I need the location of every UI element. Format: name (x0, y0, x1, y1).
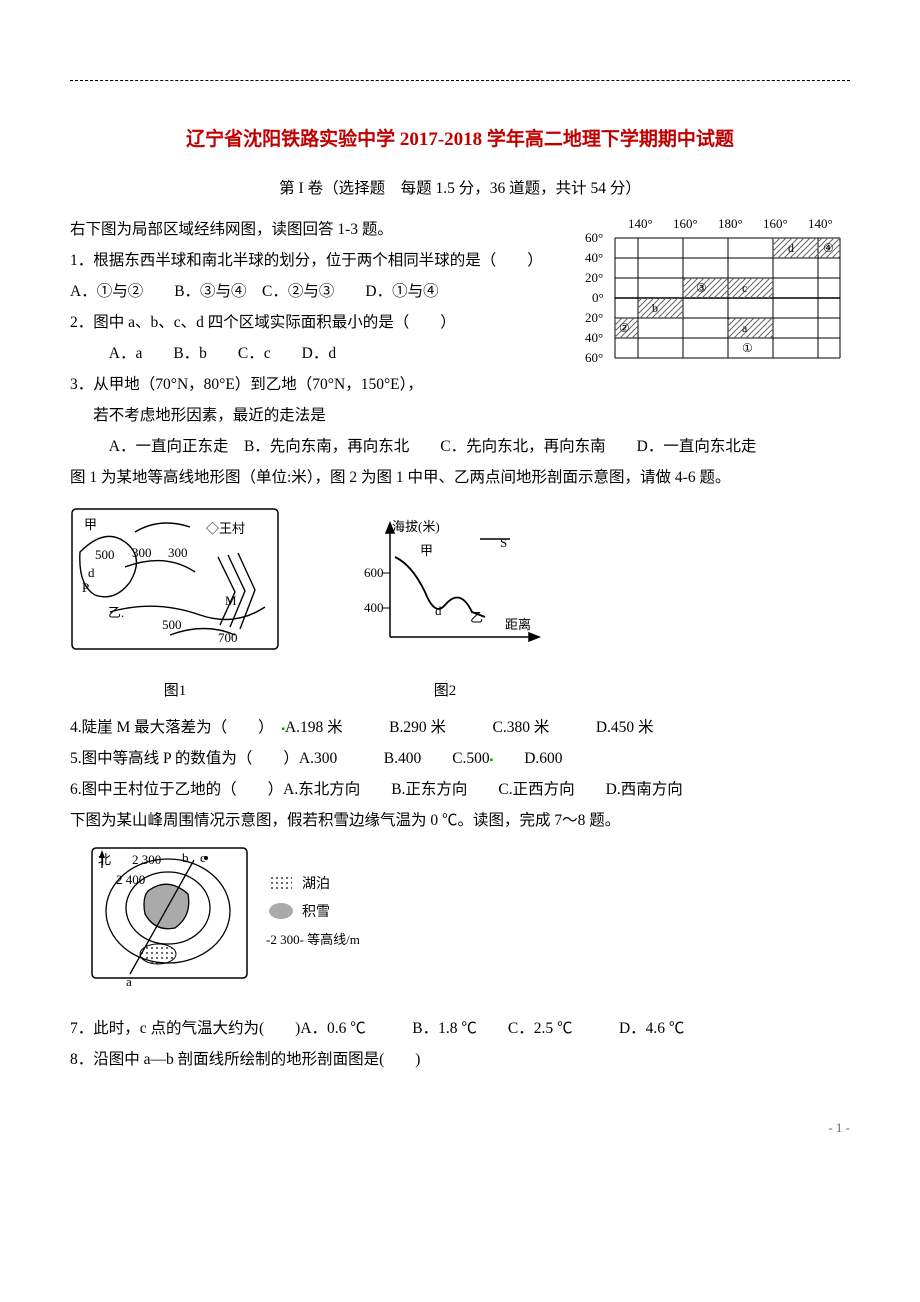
fig2-label: 距离 (505, 617, 531, 632)
legend-contour: -2 300- 等高线/m (266, 932, 360, 947)
fig1-label: 700 (218, 630, 238, 645)
lat-label: 40° (585, 330, 603, 345)
label-3: ③ (696, 281, 707, 295)
lon-label: 160° (763, 216, 788, 231)
subtitle: 第 I 卷（选择题 每题 1.5 分，36 道题，共计 54 分） (70, 173, 850, 204)
lat-label: 40° (585, 250, 603, 265)
region-c (728, 278, 773, 298)
figure-1-box: 甲 500 300 300 d P 乙. 500 M 700 ◇王村 图1 (70, 507, 280, 706)
lat-label: 0° (592, 290, 604, 305)
q2-stem: 2．图中 a、b、c、d 四个区域实际面积最小的是（ ） (70, 307, 560, 338)
q2-options: A．a B．b C．c D．d (70, 338, 560, 369)
q3-stem: 3．从甲地（70°N，80°E）到乙地（70°N，150°E）， (70, 369, 560, 400)
fig2-label: 600 (364, 565, 384, 580)
fig3-label: 北 (98, 852, 111, 867)
label-2: ② (619, 321, 630, 335)
intro-2: 图 1 为某地等高线地形图（单位:米），图 2 为图 1 中甲、乙两点间地形剖面… (70, 462, 850, 493)
fig1-label: M (225, 593, 237, 608)
figure-2-svg: 海拔(米) 600 400 甲 S d 乙 距离 (340, 517, 550, 662)
fig2-label: S (500, 535, 507, 550)
lat-label: 60° (585, 350, 603, 365)
intro-3: 下图为某山峰周围情况示意图，假若积雪边缘气温为 0 ℃。读图，完成 7～8 题。 (70, 805, 850, 836)
fig3-label: a (126, 974, 132, 989)
fig1-label: ◇王村 (206, 521, 245, 536)
q3-options: A．一直向正东走 B．先向东南，再向东北 C．先向东北，再向东南 D．一直向东北… (70, 431, 850, 462)
fig1-label: d (88, 565, 95, 580)
fig2-label: 400 (364, 600, 384, 615)
fig1-label: 乙. (108, 605, 124, 620)
q8: 8．沿图中 a—b 剖面线所绘制的地形剖面图是( ) (70, 1044, 850, 1075)
fig1-caption: 图1 (70, 676, 280, 706)
q1-options: A．①与② B．③与④ C．②与③ D．①与④ (70, 276, 560, 307)
lon-label: 160° (673, 216, 698, 231)
fig3-label: 2 300 (132, 852, 161, 867)
q3-line2: 若不考虑地形因素，最近的走法是 (70, 400, 850, 431)
lon-label: 140° (628, 216, 653, 231)
fig1-label: 500 (95, 547, 115, 562)
legend-lake: 湖泊 (302, 876, 330, 892)
q5: 5.图中等高线 P 的数值为（ ）A.300 B.400 C.500▪ D.60… (70, 743, 850, 774)
fig2-label: 海拔(米) (392, 519, 440, 534)
figure-1-svg: 甲 500 300 300 d P 乙. 500 M 700 ◇王村 (70, 507, 280, 662)
q6: 6.图中王村位于乙地的（ ）A.东北方向 B.正东方向 C.正西方向 D.西南方… (70, 774, 850, 805)
page-footer: - 1 - (70, 1115, 850, 1141)
content-section-1: 右下图为局部区域经纬网图，读图回答 1-3 题。 140° 160° 180° … (70, 214, 850, 462)
figure-row-1: 甲 500 300 300 d P 乙. 500 M 700 ◇王村 图1 (70, 507, 850, 706)
label-d: d (788, 241, 794, 255)
fig1-label: 300 (132, 545, 152, 560)
q4-text: 4.陡崖 M 最大落差为（ ） ▪A.198 米 B.290 米 C.380 米… (70, 719, 654, 736)
label-a: a (742, 321, 748, 335)
horizontal-rule (70, 80, 850, 81)
fig1-label: 500 (162, 617, 182, 632)
fig2-label: 甲 (420, 543, 433, 558)
label-1: ① (742, 341, 753, 355)
fig1-label: 300 (168, 545, 188, 560)
region-d (773, 238, 818, 258)
q4: 4.陡崖 M 最大落差为（ ） ▪A.198 米 B.290 米 C.380 米… (70, 712, 850, 743)
figure-2-box: 海拔(米) 600 400 甲 S d 乙 距离 图2 (340, 517, 550, 706)
fig3-label: 2 400 (116, 872, 145, 887)
region-a (728, 318, 773, 338)
label-c: c (742, 281, 747, 295)
lat-label: 60° (585, 230, 603, 245)
label-4: ④ (823, 241, 834, 255)
q1-stem: 1．根据东西半球和南北半球的划分，位于两个相同半球的是（ ） (70, 245, 560, 276)
green-dot-icon: ▪ (281, 724, 285, 735)
green-dot-icon: ▪ (490, 755, 494, 766)
page-title: 辽宁省沈阳铁路实验中学 2017-2018 学年高二地理下学期期中试题 (70, 121, 850, 159)
lon-label: 180° (718, 216, 743, 231)
figure-3: 北 2 300 b c 2 400 a 湖泊 积雪 -2 300- 等高线/m (70, 846, 850, 1003)
fig2-label: d (435, 603, 442, 618)
q7: 7．此时，c 点的气温大约为( )A．0.6 ℃ B．1.8 ℃ C．2.5 ℃… (70, 1013, 850, 1044)
fig2-caption: 图2 (340, 676, 550, 706)
grid-figure: 140° 160° 180° 160° 140° 60° 40° 20° 0° … (570, 214, 850, 394)
lat-label: 20° (585, 310, 603, 325)
figure-3-svg: 北 2 300 b c 2 400 a 湖泊 积雪 -2 300- 等高线/m (70, 846, 470, 991)
region-b (638, 298, 683, 318)
fig1-label: 甲 (84, 517, 97, 532)
legend-snow: 积雪 (302, 904, 330, 920)
label-b: b (652, 301, 658, 315)
lat-label: 20° (585, 270, 603, 285)
fig1-label: P (82, 580, 89, 595)
q5-text: 5.图中等高线 P 的数值为（ ）A.300 B.400 C.500▪ D.60… (70, 750, 563, 767)
lon-label: 140° (808, 216, 833, 231)
fig3-label: b (182, 850, 189, 865)
